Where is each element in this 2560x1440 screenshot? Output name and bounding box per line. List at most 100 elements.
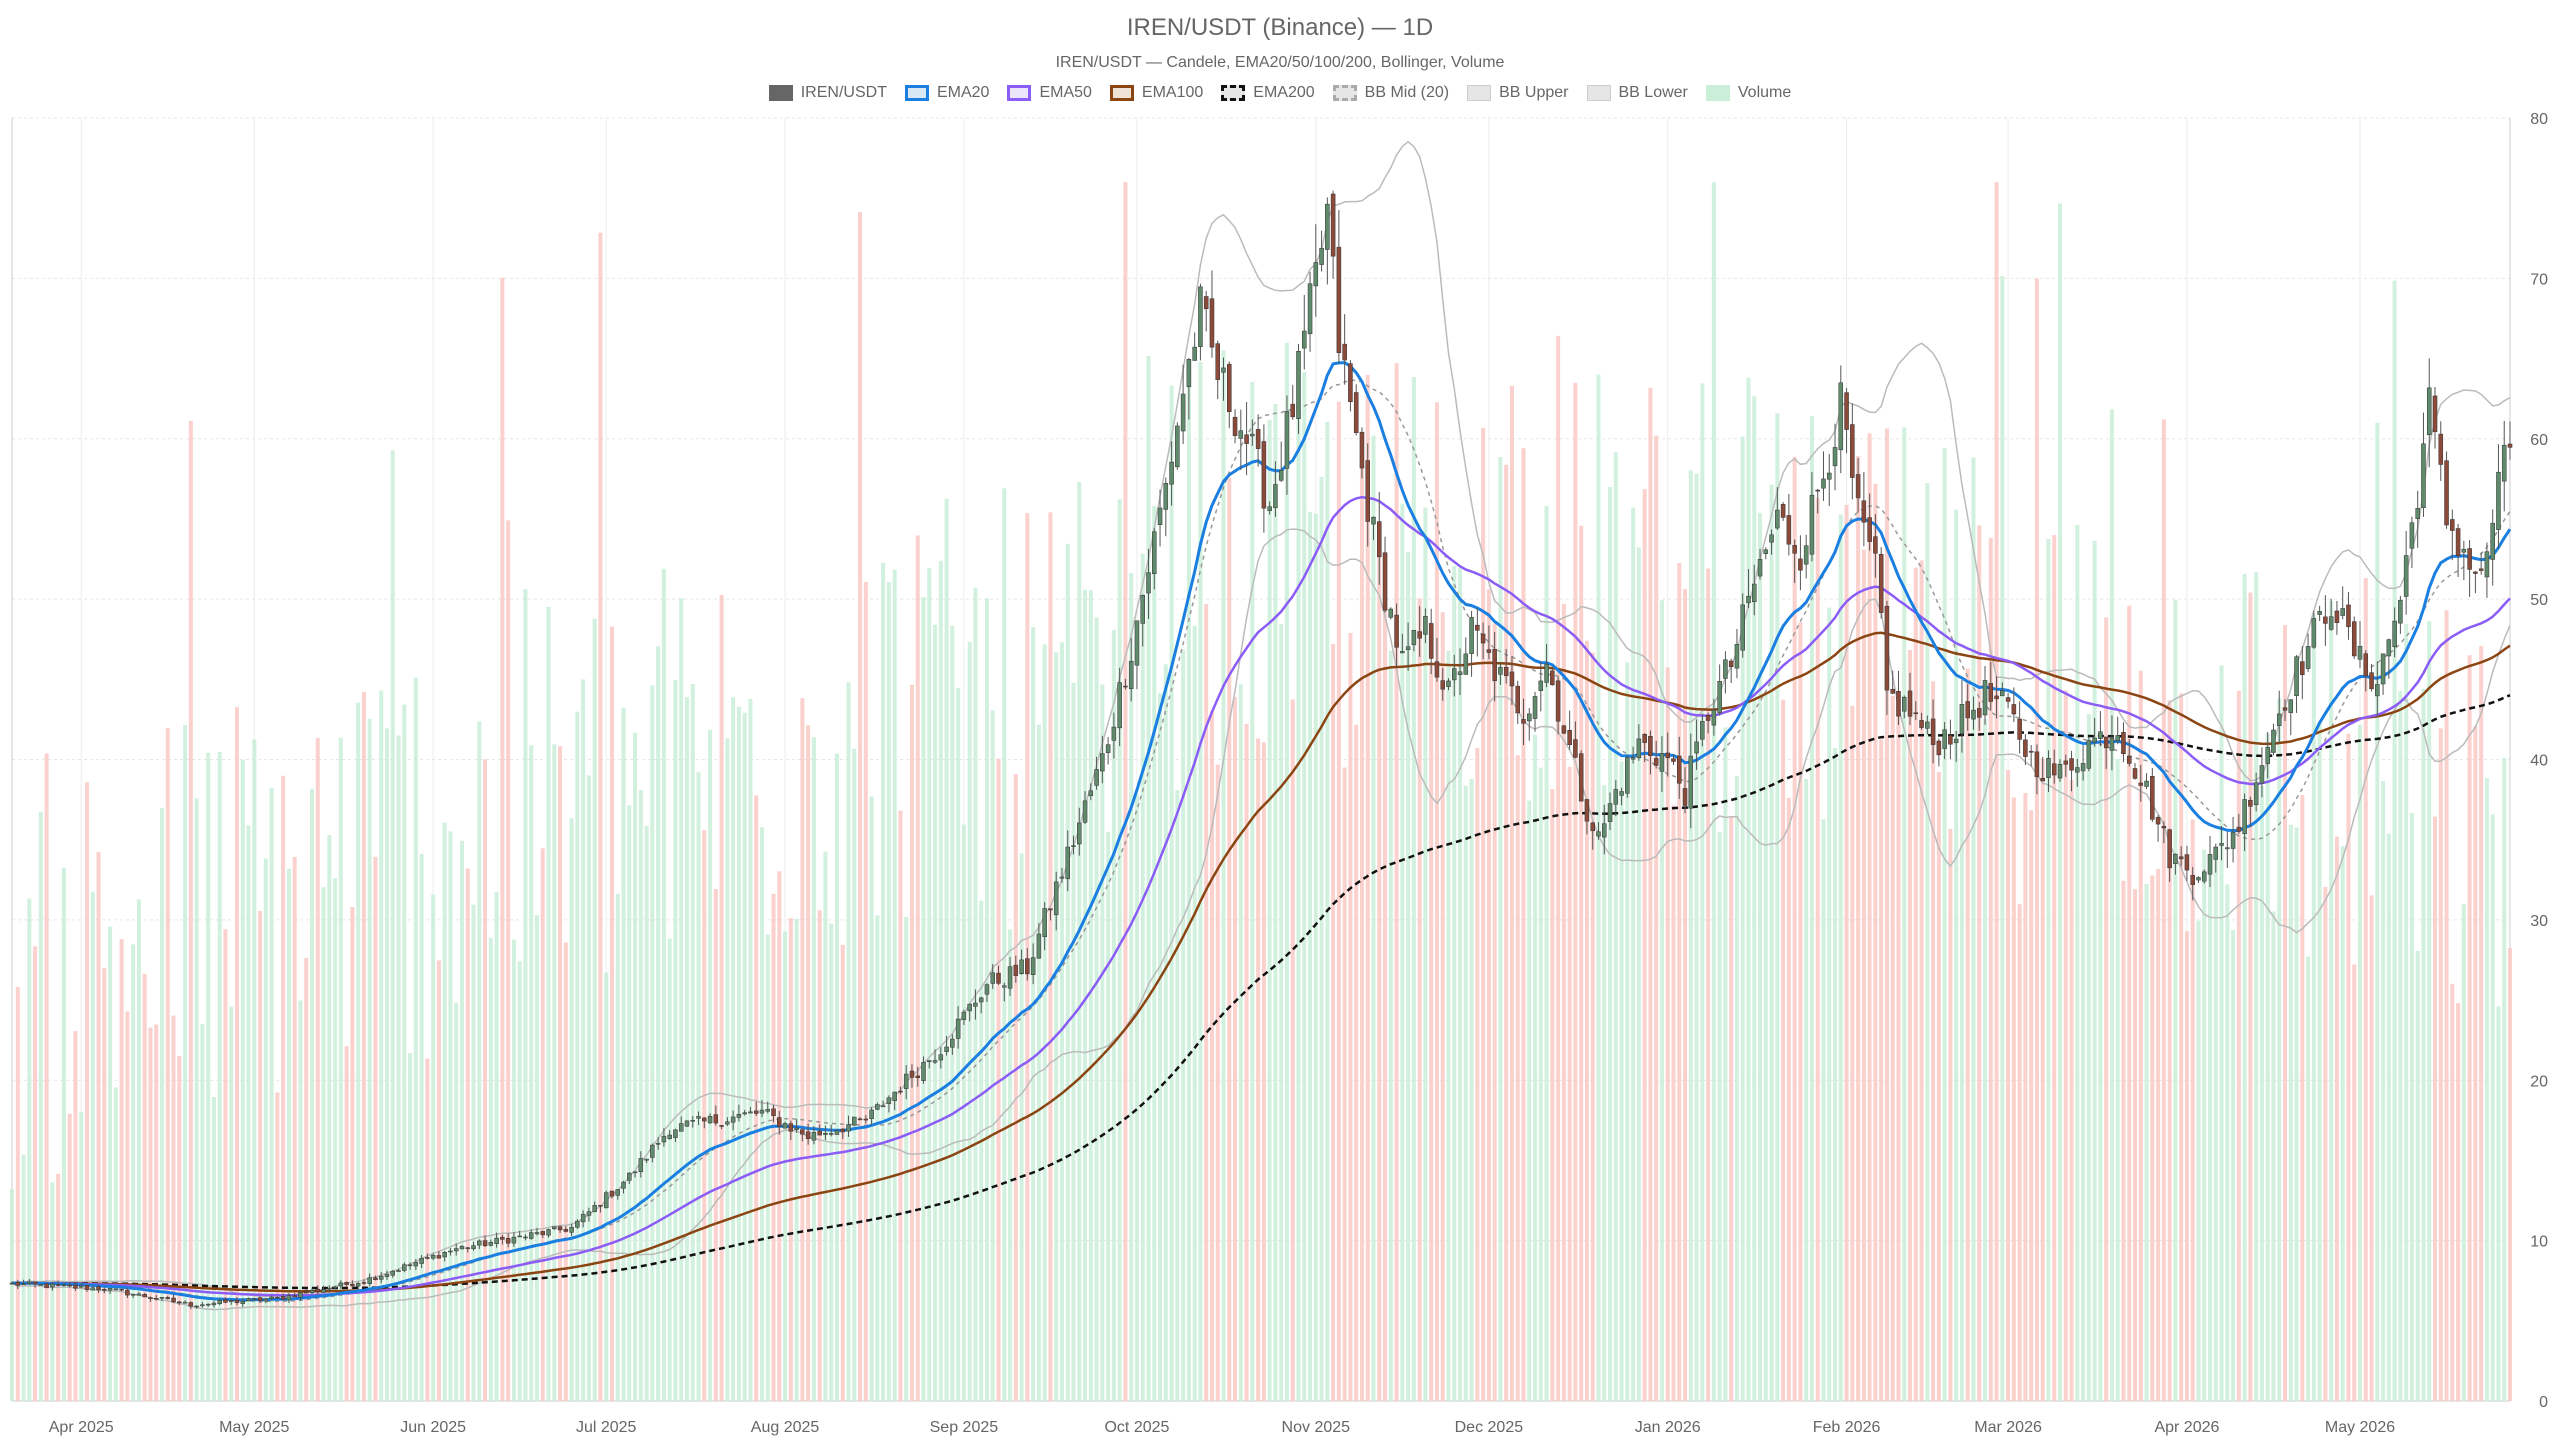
legend-item-ema20[interactable]: EMA20 bbox=[904, 84, 989, 102]
volume-bar bbox=[333, 878, 338, 1401]
volume-bar bbox=[1463, 785, 1468, 1401]
candle-body bbox=[321, 1289, 326, 1293]
candle-body bbox=[817, 1130, 822, 1136]
candle-body bbox=[1428, 623, 1434, 659]
volume-bar bbox=[269, 787, 274, 1401]
volume-bar bbox=[2006, 770, 2011, 1401]
volume-bar bbox=[2202, 849, 2207, 1401]
legend-item-iren-usdt[interactable]: IREN/USDT bbox=[768, 84, 887, 102]
candle-body bbox=[2259, 765, 2265, 784]
volume-bar bbox=[2034, 278, 2039, 1402]
volume-bar bbox=[1815, 497, 1820, 1401]
volume-bar bbox=[1769, 484, 1774, 1401]
candle-body bbox=[2473, 571, 2478, 574]
candle-body bbox=[1296, 351, 1301, 419]
candle-body bbox=[2190, 875, 2195, 885]
volume-bar bbox=[448, 831, 453, 1401]
candle-body bbox=[2092, 737, 2097, 743]
volume-bar bbox=[459, 840, 465, 1401]
volume-bar bbox=[1371, 435, 1376, 1401]
x-tick-label: May 2026 bbox=[2325, 1419, 2395, 1436]
volume-bar bbox=[944, 498, 949, 1401]
candle-body bbox=[130, 1293, 136, 1296]
volume-bar bbox=[2507, 948, 2513, 1401]
volume-bar bbox=[1902, 427, 1907, 1401]
candle-body bbox=[2155, 817, 2161, 825]
legend-item-ema100[interactable]: EMA100 bbox=[1109, 84, 1203, 102]
volume-bar bbox=[1319, 476, 1324, 1401]
x-tick-label: Mar 2026 bbox=[1974, 1419, 2042, 1436]
volume-bar bbox=[183, 725, 188, 1401]
volume-bar bbox=[2271, 911, 2276, 1401]
candle-body bbox=[1446, 680, 1451, 687]
candle-body bbox=[978, 997, 984, 1003]
candle-body bbox=[303, 1291, 309, 1294]
candle-body bbox=[2346, 604, 2351, 628]
candle-body bbox=[177, 1301, 182, 1304]
candle-body bbox=[1757, 559, 1763, 577]
candle-body bbox=[742, 1112, 747, 1115]
candle-body bbox=[777, 1117, 782, 1127]
candle-body bbox=[2496, 471, 2501, 530]
volume-bar bbox=[361, 691, 366, 1401]
volume-bar bbox=[1965, 668, 1970, 1401]
volume-bar bbox=[33, 946, 38, 1401]
candle-body bbox=[1965, 701, 1970, 719]
volume-bar bbox=[373, 856, 378, 1401]
candle-body bbox=[2501, 444, 2507, 482]
volume-bar bbox=[2369, 895, 2374, 1401]
volume-bar bbox=[2150, 875, 2155, 1401]
candle-body bbox=[1157, 507, 1163, 526]
legend-swatch bbox=[1586, 85, 1611, 101]
volume-bar bbox=[1400, 503, 1405, 1401]
candle-body bbox=[1071, 845, 1076, 847]
candle-body bbox=[2288, 699, 2294, 713]
candle-body bbox=[1769, 534, 1774, 543]
candle-body bbox=[2034, 751, 2040, 778]
legend-item-bb-lower[interactable]: BB Lower bbox=[1586, 84, 1688, 102]
volume-bar bbox=[569, 818, 574, 1401]
volume-bar bbox=[1111, 630, 1116, 1401]
candle-body bbox=[713, 1114, 719, 1124]
volume-bar bbox=[1146, 356, 1151, 1401]
volume-bar bbox=[1336, 401, 1341, 1401]
volume-bar bbox=[840, 944, 845, 1401]
volume-bar bbox=[2427, 621, 2432, 1401]
volume-bar bbox=[1977, 525, 1982, 1401]
volume-bar bbox=[309, 788, 315, 1401]
candle-body bbox=[782, 1123, 788, 1129]
legend-item-volume[interactable]: Volume bbox=[1705, 84, 1791, 102]
candle-body bbox=[125, 1289, 130, 1296]
legend-item-bb-upper[interactable]: BB Upper bbox=[1467, 84, 1569, 102]
candle-body bbox=[136, 1293, 142, 1296]
candle-body bbox=[55, 1284, 61, 1286]
candle-body bbox=[27, 1281, 32, 1284]
candle-body bbox=[1976, 708, 1982, 718]
volume-bar bbox=[800, 698, 805, 1401]
candle-body bbox=[1232, 416, 1238, 436]
volume-bar bbox=[419, 854, 424, 1401]
volume-bar bbox=[1734, 775, 1739, 1401]
volume-bar bbox=[15, 986, 20, 1401]
candle-body bbox=[2426, 387, 2432, 436]
volume-bar bbox=[546, 606, 551, 1401]
legend-item-ema200[interactable]: EMA200 bbox=[1221, 84, 1315, 102]
bb-lower-line bbox=[11, 528, 2511, 1311]
candle-body bbox=[2375, 684, 2380, 697]
volume-bar bbox=[875, 915, 880, 1401]
volume-bar bbox=[1515, 755, 1520, 1401]
volume-bar bbox=[1561, 603, 1566, 1401]
volume-bar bbox=[609, 626, 614, 1401]
volume-bar bbox=[2069, 779, 2074, 1401]
candle-body bbox=[661, 1135, 667, 1143]
volume-bar bbox=[2375, 422, 2380, 1401]
volume-bar bbox=[961, 824, 966, 1401]
legend-item-bb-mid-20[interactable]: BB Mid (20) bbox=[1332, 84, 1449, 102]
legend-item-ema50[interactable]: EMA50 bbox=[1007, 84, 1092, 102]
volume-bar bbox=[177, 1056, 182, 1401]
candle-body bbox=[1803, 545, 1809, 565]
volume-bar bbox=[1809, 416, 1814, 1401]
volume-bar bbox=[1873, 483, 1878, 1401]
candle-body bbox=[1671, 758, 1676, 762]
